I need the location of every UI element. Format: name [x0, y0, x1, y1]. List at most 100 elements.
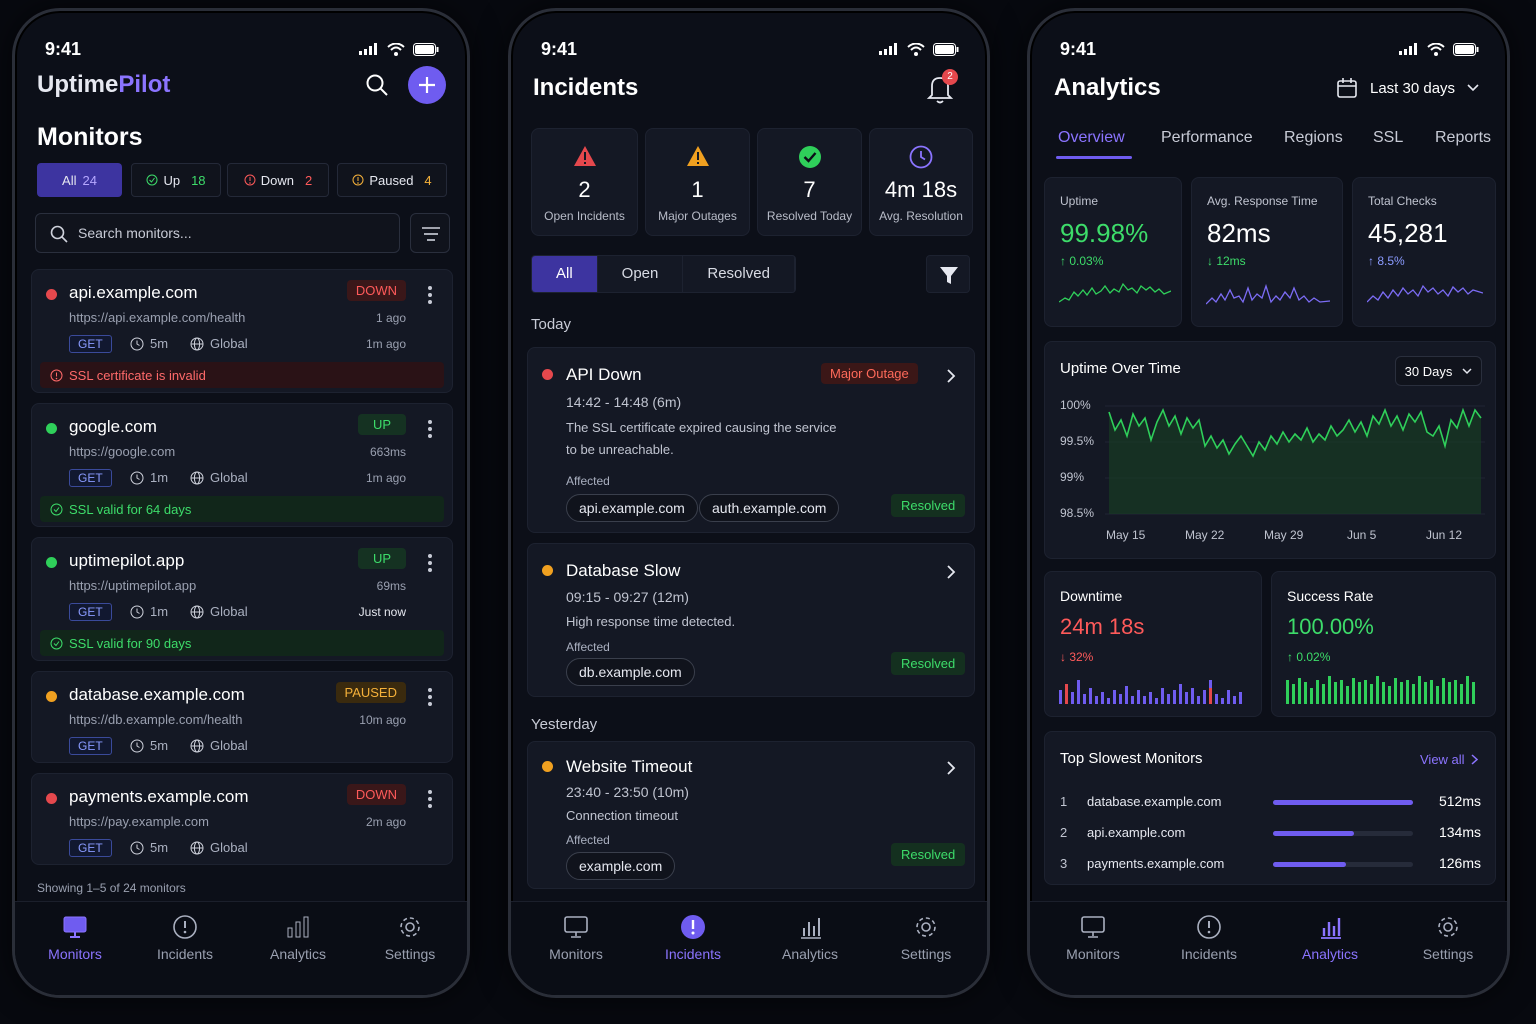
slowest-row[interactable]: 2 api.example.com 134ms — [1045, 823, 1495, 845]
chart-range-dropdown[interactable]: 30 Days — [1395, 356, 1482, 386]
incident-title: Website Timeout — [566, 757, 693, 776]
chevron-right-icon — [947, 565, 956, 579]
search-icon[interactable] — [365, 73, 389, 97]
monitor-card-database[interactable]: database.example.com https://db.example.… — [31, 671, 453, 763]
monitor-card-api[interactable]: api.example.com https://api.example.com/… — [31, 269, 453, 393]
success-rate-card: Success Rate 100.00% ↑ 0.02% — [1271, 571, 1496, 717]
monitor-card-payments[interactable]: payments.example.com https://pay.example… — [31, 773, 453, 865]
incident-desc-line2: to be unreachable. — [566, 442, 674, 457]
sliders-icon — [422, 227, 440, 241]
slowest-value: 126ms — [1438, 855, 1481, 871]
affected-chip[interactable]: db.example.com — [566, 658, 695, 686]
tab-analytics[interactable]: Analytics — [765, 914, 855, 962]
tab-monitors[interactable]: Monitors — [531, 914, 621, 962]
tab-settings[interactable]: Settings — [1403, 914, 1493, 962]
affected-chip[interactable]: auth.example.com — [699, 494, 840, 522]
status-bar: 9:41 — [541, 37, 959, 61]
search-input[interactable]: Search monitors... — [35, 213, 400, 253]
incident-filter-segments: All Open Resolved — [531, 255, 796, 293]
incident-time: 14:42 - 14:48 (6m) — [566, 394, 682, 410]
slowest-rank: 2 — [1060, 825, 1068, 840]
more-options-button[interactable] — [428, 420, 432, 441]
segment-resolved[interactable]: Resolved — [683, 256, 795, 292]
status-dot — [46, 691, 57, 702]
affected-chip[interactable]: example.com — [566, 852, 676, 880]
stat-value: 7 — [803, 177, 816, 202]
tab-bar: Monitors Incidents Analytics Settings — [15, 901, 467, 995]
slowest-row[interactable]: 3 payments.example.com 126ms — [1045, 854, 1495, 876]
tab-overview[interactable]: Overview — [1058, 129, 1125, 146]
filter-button[interactable] — [926, 255, 970, 293]
date-range-selector[interactable]: Last 30 days — [1336, 77, 1479, 99]
affected-chip[interactable]: api.example.com — [566, 494, 698, 522]
x-tick: May 15 — [1106, 528, 1146, 542]
slowest-bar-track — [1273, 862, 1413, 867]
stat-major-outages: 1 Major Outages — [645, 128, 750, 236]
tab-reports[interactable]: Reports — [1435, 129, 1492, 146]
alert-icon — [1197, 915, 1221, 939]
tab-monitors[interactable]: Monitors — [30, 914, 120, 962]
more-options-button[interactable] — [428, 286, 432, 307]
kpi-delta: ↑ 0.03% — [1060, 254, 1104, 268]
tab-incidents[interactable]: Incidents — [1164, 914, 1254, 962]
incident-card-api-down[interactable]: API Down Major Outage 14:42 - 14:48 (6m)… — [527, 347, 975, 533]
brand-part-a: Uptime — [37, 71, 119, 98]
tab-performance[interactable]: Performance — [1161, 129, 1253, 146]
y-tick: 100% — [1060, 398, 1091, 412]
filter-all[interactable]: All 24 — [37, 163, 122, 197]
incident-desc-line1: Connection timeout — [566, 808, 679, 823]
bell-icon — [926, 77, 954, 104]
resolution-badge: Resolved — [891, 843, 966, 866]
monitor-response: 69ms — [376, 579, 406, 593]
filter-options-button[interactable] — [410, 213, 450, 253]
downtime-delta: ↓ 32% — [1060, 650, 1094, 664]
tab-monitors[interactable]: Monitors — [1048, 914, 1138, 962]
notifications-button[interactable]: 2 — [924, 69, 958, 105]
stat-value: 2 — [578, 177, 591, 202]
tab-analytics[interactable]: Analytics — [253, 914, 343, 962]
downtime-label: Downtime — [1060, 588, 1123, 604]
tab-settings[interactable]: Settings — [881, 914, 971, 962]
kpi-value: 99.98% — [1060, 218, 1149, 248]
tab-analytics[interactable]: Analytics — [1285, 914, 1375, 962]
slowest-title: Top Slowest Monitors — [1060, 750, 1203, 767]
stat-label: Major Outages — [658, 209, 737, 223]
monitor-name: database.example.com — [69, 685, 245, 704]
tab-bar: Monitors Incidents Analytics Settings — [511, 901, 987, 995]
slowest-name: payments.example.com — [1087, 856, 1225, 871]
monitors-screen: 9:41 UptimePilot Monitors All 24 Up 18 Dow… — [12, 8, 470, 998]
more-options-button[interactable] — [428, 790, 432, 811]
tab-analytics-label: Analytics — [781, 946, 839, 962]
slowest-name: database.example.com — [1087, 794, 1222, 809]
monitor-card-uptimepilot[interactable]: uptimepilot.app https://uptimepilot.app … — [31, 537, 453, 661]
segment-open[interactable]: Open — [598, 256, 684, 292]
more-options-button[interactable] — [428, 554, 432, 575]
chevron-right-icon — [1471, 754, 1478, 765]
slowest-row[interactable]: 1 database.example.com 512ms — [1045, 792, 1495, 814]
more-options-button[interactable] — [428, 688, 432, 709]
tab-incidents[interactable]: Incidents — [648, 914, 738, 962]
tab-settings[interactable]: Settings — [365, 914, 455, 962]
tab-regions[interactable]: Regions — [1284, 129, 1343, 146]
monitor-name: api.example.com — [69, 283, 198, 302]
interval-text: 1m — [150, 470, 169, 485]
incident-card-website-timeout[interactable]: Website Timeout 23:40 - 23:50 (10m) Conn… — [527, 741, 975, 889]
status-icons — [1399, 42, 1479, 56]
view-all-link[interactable]: View all — [1420, 752, 1478, 767]
status-time: 9:41 — [1060, 38, 1097, 59]
add-monitor-button[interactable] — [408, 66, 446, 104]
filter-up[interactable]: Up 18 — [131, 163, 221, 197]
slowest-rank: 1 — [1060, 794, 1068, 809]
paused-status-icon — [352, 174, 364, 186]
monitor-card-google[interactable]: google.com https://google.com UP 663ms G… — [31, 403, 453, 527]
filter-all-label: All — [62, 172, 77, 188]
tab-incidents[interactable]: Incidents — [140, 914, 230, 962]
tab-incidents-label: Incidents — [156, 946, 214, 962]
view-all-label: View all — [1420, 752, 1465, 767]
segment-all[interactable]: All — [532, 256, 598, 292]
tab-ssl[interactable]: SSL — [1373, 129, 1404, 146]
incident-card-database-slow[interactable]: Database Slow 09:15 - 09:27 (12m) High r… — [527, 543, 975, 697]
bar-chart-icon — [801, 918, 821, 939]
filter-paused[interactable]: Paused 4 — [337, 163, 447, 197]
filter-down[interactable]: Down 2 — [227, 163, 329, 197]
